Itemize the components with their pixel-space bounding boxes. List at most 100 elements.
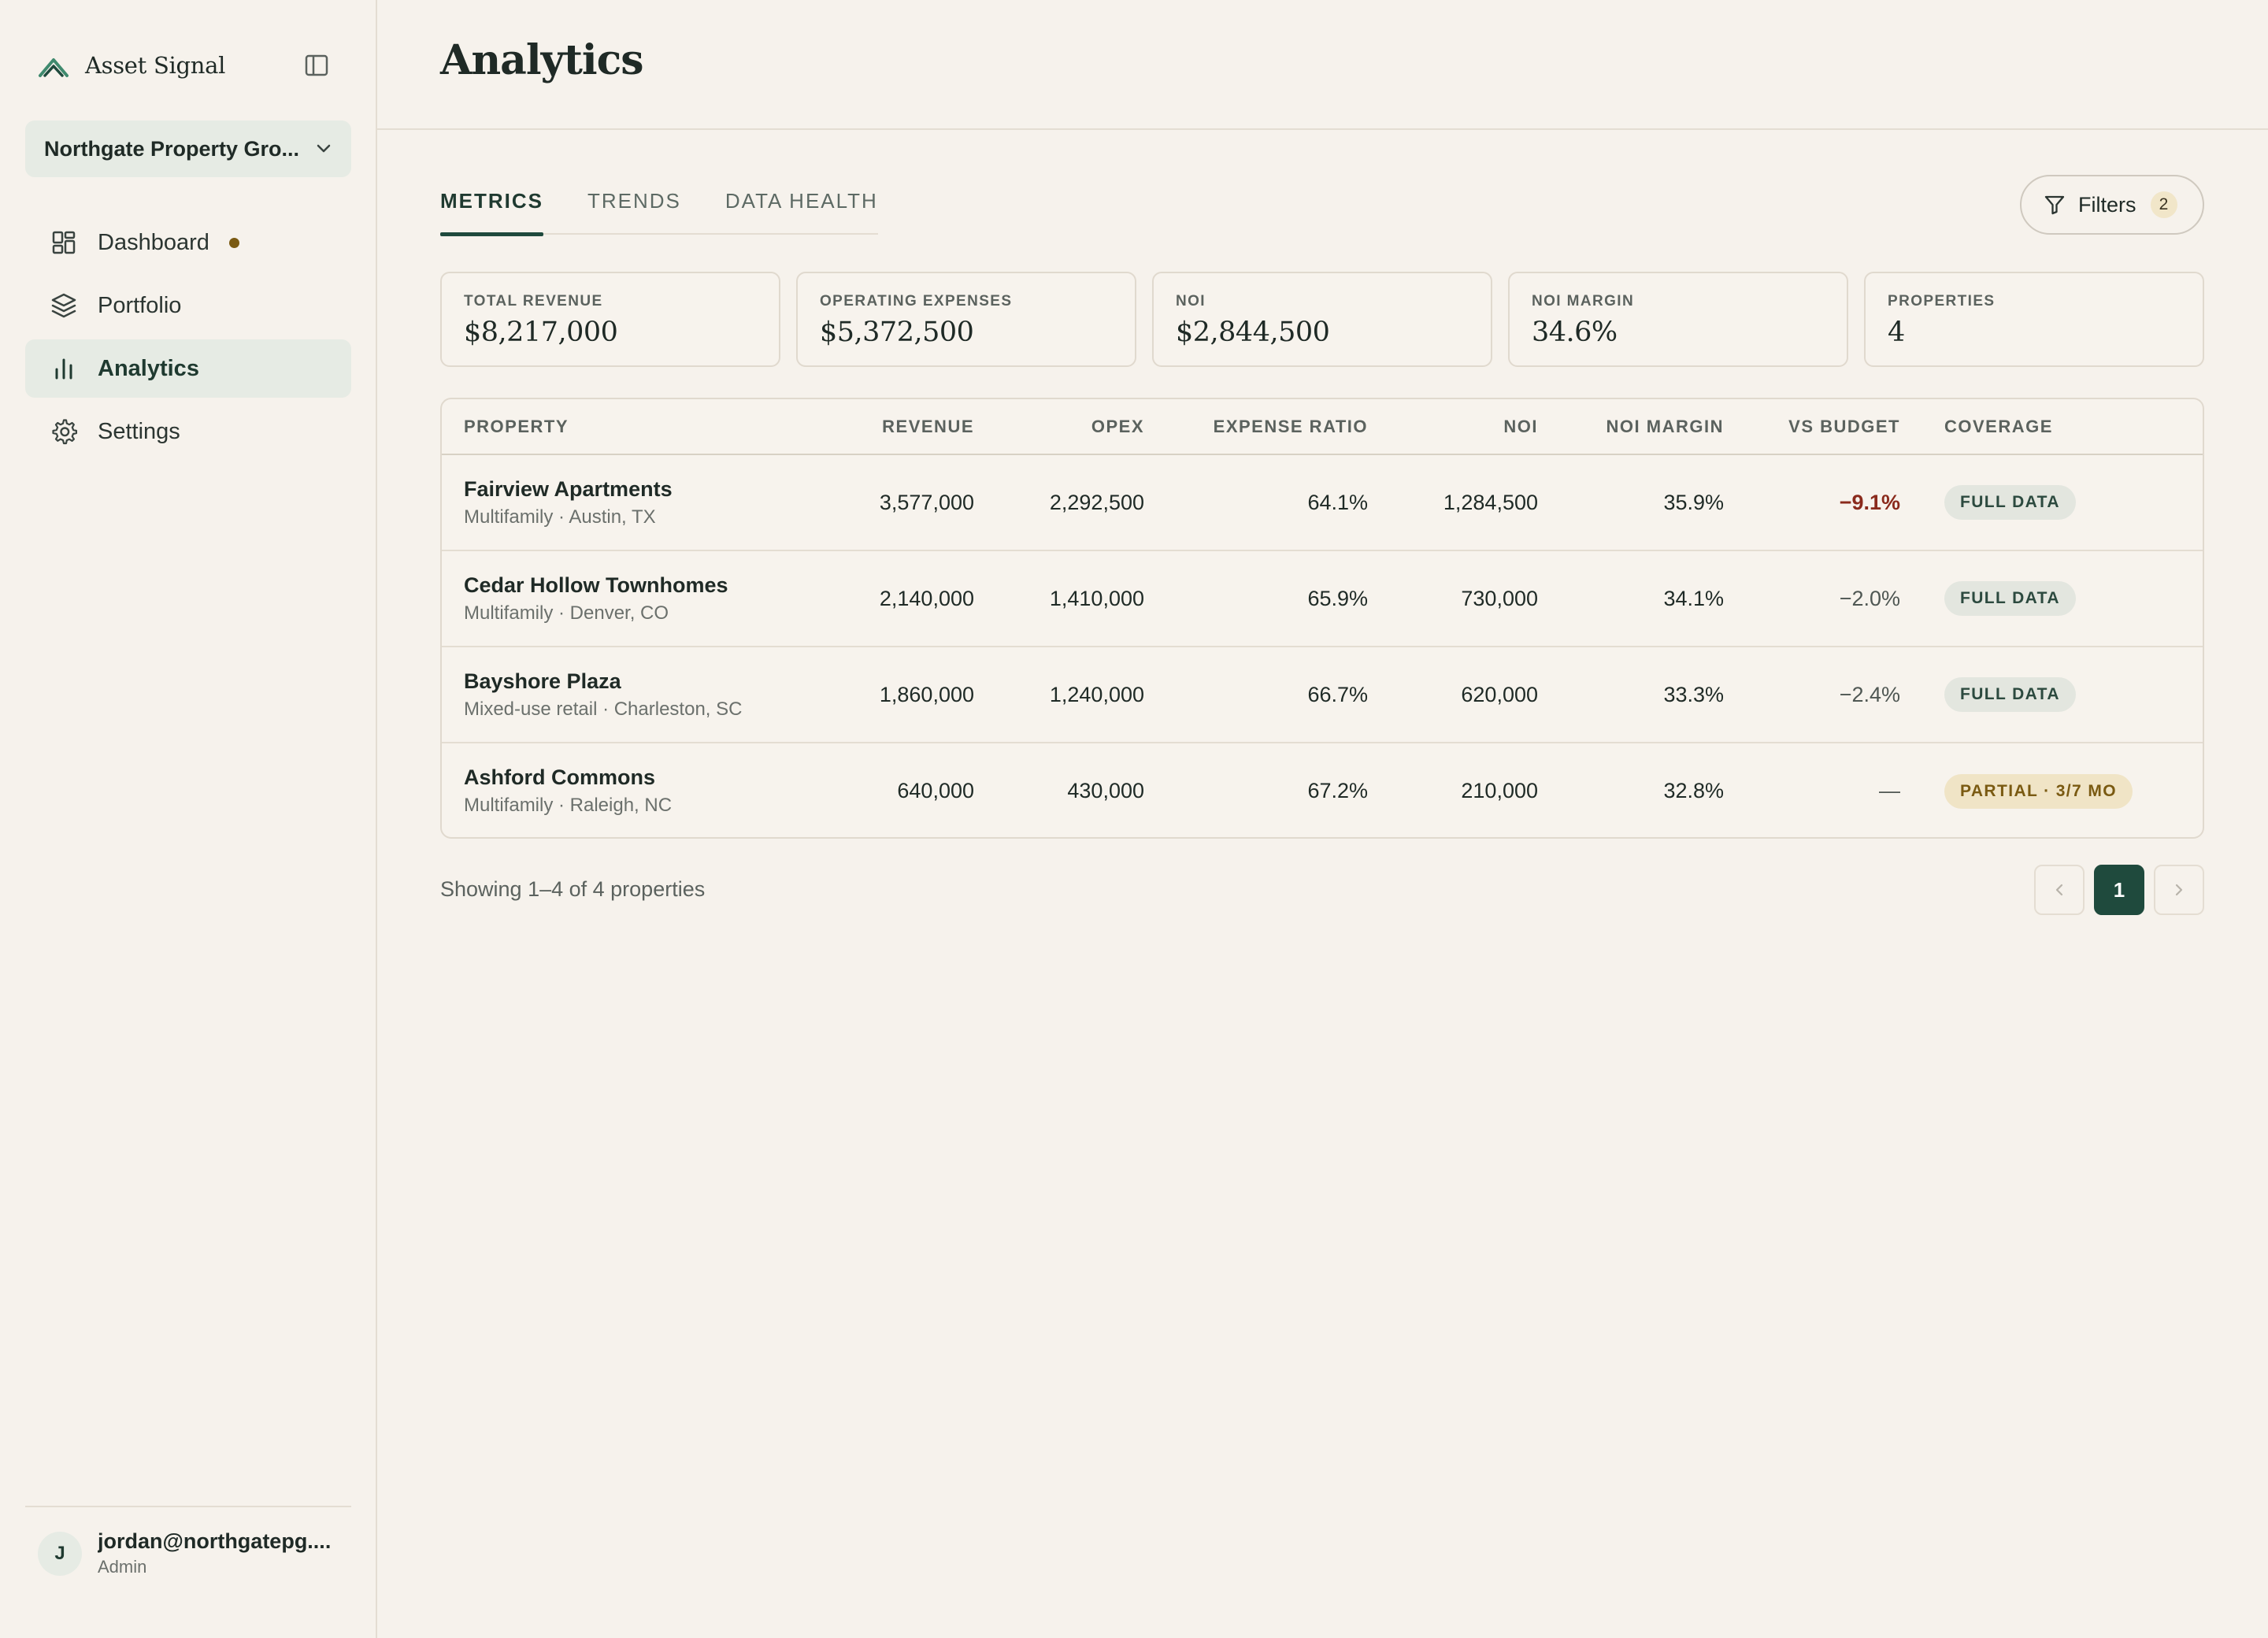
vs-budget-cell: −2.4% — [1839, 682, 1900, 706]
topbar: Analytics — [377, 0, 2268, 130]
expense-ratio-cell: 65.9% — [1307, 586, 1368, 610]
status-badge: FULL DATA — [1944, 485, 2076, 520]
metric-value: 4 — [1888, 317, 1905, 348]
noi-cell: 620,000 — [1461, 682, 1538, 706]
status-badge: PARTIAL · 3/7 MO — [1944, 773, 2133, 809]
property-name[interactable]: Bayshore Plaza — [464, 669, 621, 693]
next-page-button[interactable] — [2154, 865, 2204, 915]
sidebar-footer: J jordan@northgatepg.... Admin — [25, 1506, 351, 1638]
table-row[interactable]: Bayshore Plaza Mixed-use retail · Charle… — [442, 647, 2203, 743]
filters-button[interactable]: Filters 2 — [2020, 175, 2204, 235]
expense-ratio-cell: 64.1% — [1307, 490, 1368, 514]
coverage-cell: PARTIAL · 3/7 MO — [1900, 743, 2203, 837]
organization-selector[interactable]: Northgate Property Gro... — [25, 120, 351, 177]
bar-chart-icon — [50, 355, 77, 382]
column-header-vs-budget[interactable]: VS BUDGET — [1788, 416, 1900, 436]
tab-trends[interactable]: TRENDS — [587, 189, 681, 213]
metric-value: $2,844,500 — [1176, 317, 1330, 348]
revenue-cell: 2,140,000 — [879, 586, 974, 610]
user-info: jordan@northgatepg.... Admin — [98, 1529, 334, 1577]
noi-margin-cell: 34.1% — [1663, 586, 1724, 610]
property-subtitle: Multifamily · Austin, TX — [464, 506, 656, 528]
sidebar-item-analytics[interactable]: Analytics — [25, 339, 351, 398]
brand[interactable]: Asset Signal — [38, 46, 225, 85]
property-subtitle: Multifamily · Denver, CO — [464, 602, 669, 624]
pagination-summary: Showing 1–4 of 4 properties — [440, 877, 706, 901]
sidebar-item-settings[interactable]: Settings — [25, 402, 351, 461]
noi-margin-cell: 32.8% — [1663, 779, 1724, 802]
property-cell: Cedar Hollow Townhomes Multifamily · Den… — [442, 550, 812, 647]
column-header-property[interactable]: PROPERTY — [464, 416, 569, 436]
property-name[interactable]: Fairview Apartments — [464, 476, 673, 501]
sidebar-item-label: Settings — [98, 418, 180, 444]
metric-label: PROPERTIES — [1888, 293, 1996, 309]
opex-cell: 1,410,000 — [1049, 586, 1144, 610]
metric-card-properties: PROPERTIES 4 — [1864, 272, 2204, 367]
metric-label: NOI MARGIN — [1532, 293, 1635, 309]
column-header-revenue[interactable]: REVENUE — [882, 416, 974, 436]
chevron-right-icon — [2175, 884, 2183, 896]
coverage-cell: FULL DATA — [1900, 647, 2203, 743]
chevron-down-icon — [317, 144, 331, 153]
metric-value: $8,217,000 — [464, 317, 618, 348]
tab-metrics[interactable]: METRICS — [440, 175, 543, 236]
noi-margin-cell: 35.9% — [1663, 490, 1724, 514]
table-row[interactable]: Fairview Apartments Multifamily · Austin… — [442, 454, 2203, 550]
brand-name: Asset Signal — [85, 52, 226, 79]
user-menu[interactable]: J jordan@northgatepg.... Admin — [38, 1529, 334, 1577]
metric-card-total-revenue: TOTAL REVENUE $8,217,000 — [440, 272, 780, 367]
column-header-noi[interactable]: NOI — [1503, 416, 1538, 436]
property-cell: Bayshore Plaza Mixed-use retail · Charle… — [442, 647, 812, 743]
column-header-expense-ratio[interactable]: EXPENSE RATIO — [1213, 416, 1368, 436]
noi-cell: 1,284,500 — [1443, 490, 1538, 514]
status-badge: FULL DATA — [1944, 677, 2076, 712]
revenue-cell: 640,000 — [897, 779, 974, 802]
column-header-noi-margin[interactable]: NOI MARGIN — [1606, 416, 1724, 436]
metric-card-noi-margin: NOI MARGIN 34.6% — [1508, 272, 1848, 367]
revenue-cell: 3,577,000 — [879, 490, 974, 514]
metric-cards: TOTAL REVENUE $8,217,000 OPERATING EXPEN… — [440, 272, 2204, 367]
opex-cell: 430,000 — [1067, 779, 1144, 802]
avatar: J — [38, 1531, 82, 1576]
previous-page-button[interactable] — [2034, 865, 2085, 915]
vs-budget-cell: −2.0% — [1839, 586, 1900, 610]
opex-cell: 1,240,000 — [1049, 682, 1144, 706]
revenue-cell: 1,860,000 — [879, 682, 974, 706]
metric-label: OPERATING EXPENSES — [820, 293, 1013, 309]
column-header-opex[interactable]: OPEX — [1091, 416, 1144, 436]
tab-bar: METRICS TRENDS DATA HEALTH — [440, 175, 878, 236]
property-cell: Ashford Commons Multifamily · Raleigh, N… — [442, 743, 812, 837]
sidebar-item-dashboard[interactable]: Dashboard — [25, 213, 351, 272]
sidebar: Asset Signal Northgate Property Gro... — [0, 0, 377, 1638]
property-name[interactable]: Ashford Commons — [464, 765, 655, 789]
collapse-sidebar-button[interactable] — [302, 52, 331, 79]
table-row[interactable]: Cedar Hollow Townhomes Multifamily · Den… — [442, 550, 2203, 647]
vs-budget-cell: −9.1% — [1839, 490, 1900, 514]
expense-ratio-cell: 67.2% — [1307, 779, 1368, 802]
column-header-coverage[interactable]: COVERAGE — [1944, 416, 2053, 436]
metric-label: NOI — [1176, 293, 1206, 309]
dashboard-icon — [50, 229, 77, 256]
sidebar-toggle-icon — [305, 54, 328, 76]
opex-cell: 2,292,500 — [1049, 490, 1144, 514]
filters-label: Filters — [2078, 192, 2136, 217]
sidebar-item-portfolio[interactable]: Portfolio — [25, 276, 351, 335]
page-title: Analytics — [440, 36, 644, 84]
table-header-row: PROPERTY REVENUE OPEX EXPENSE RATIO NOI … — [442, 399, 2203, 454]
tab-data-health[interactable]: DATA HEALTH — [724, 189, 878, 213]
layers-icon — [50, 292, 77, 319]
table-footer: Showing 1–4 of 4 properties 1 — [440, 865, 2204, 915]
filter-icon — [2044, 195, 2065, 215]
expense-ratio-cell: 66.7% — [1307, 682, 1368, 706]
sidebar-item-label: Analytics — [98, 355, 199, 381]
table-row[interactable]: Ashford Commons Multifamily · Raleigh, N… — [442, 743, 2203, 837]
chevron-left-icon — [2055, 884, 2063, 896]
coverage-cell: FULL DATA — [1900, 454, 2203, 550]
coverage-cell: FULL DATA — [1900, 550, 2203, 647]
page-button-current[interactable]: 1 — [2094, 865, 2144, 915]
metric-value: $5,372,500 — [820, 317, 974, 348]
properties-table: PROPERTY REVENUE OPEX EXPENSE RATIO NOI … — [440, 398, 2204, 839]
property-subtitle: Mixed-use retail · Charleston, SC — [464, 698, 743, 720]
property-name[interactable]: Cedar Hollow Townhomes — [464, 573, 728, 597]
